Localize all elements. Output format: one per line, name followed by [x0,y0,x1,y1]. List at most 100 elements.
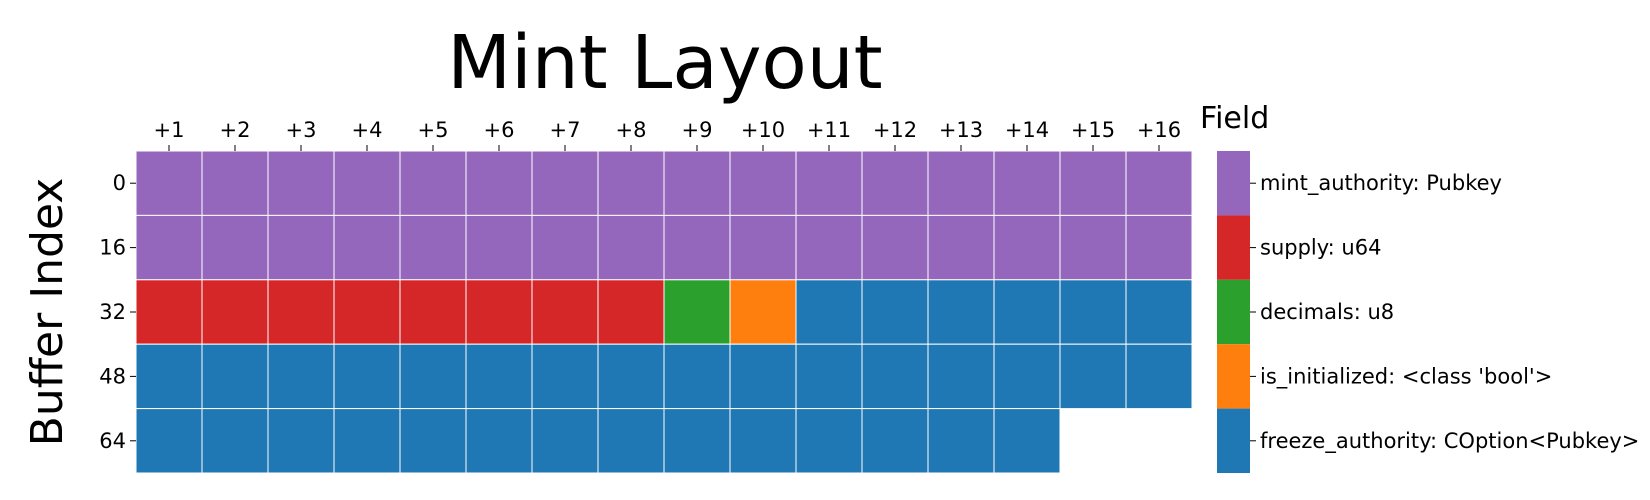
heatmap-cell [135,214,203,281]
heatmap-cell [399,408,467,474]
heatmap-cell [267,150,335,216]
heatmap-cell [729,279,797,345]
heatmap-cell [135,408,203,474]
heatmap-cell [1125,343,1193,410]
heatmap-cell [1125,214,1193,281]
heatmap-cell [465,150,533,216]
heatmap-cell [399,279,467,345]
heatmap-cell [597,150,665,216]
x-tick-label: +7 [550,118,581,142]
heatmap-grid [135,150,1193,474]
x-tick-label: +2 [220,118,251,142]
heatmap-cell [135,343,203,410]
heatmap-cell [399,343,467,410]
heatmap-cell [861,408,929,474]
x-tick-label: +4 [352,118,383,142]
y-axis-ticks: 0 16 32 48 64 [99,171,136,453]
heatmap-cell [531,214,599,281]
heatmap-cell [531,343,599,410]
heatmap-cell [1125,279,1193,345]
heatmap-cell [201,343,269,410]
heatmap-cell [399,214,467,281]
heatmap-cell [861,150,929,216]
heatmap-cell [201,408,269,474]
heatmap-cell [729,150,797,216]
legend-swatch [1217,344,1250,409]
y-tick-label: 0 [113,171,126,195]
heatmap-cell [993,150,1061,216]
legend-swatch [1217,408,1250,473]
heatmap-cell [267,343,335,410]
heatmap-cell [135,150,203,216]
heatmap-cell [267,279,335,345]
x-tick-label: +12 [873,118,917,142]
heatmap-cell [597,279,665,345]
heatmap-cell [993,343,1061,410]
x-tick-label: +1 [154,118,185,142]
heatmap-cell [927,150,995,216]
heatmap-cell [333,343,401,410]
heatmap-cell [927,408,995,474]
heatmap-cell [663,214,731,281]
heatmap-cell [333,279,401,345]
heatmap-cell [993,214,1061,281]
legend-title: Field [1200,101,1269,136]
heatmap-cell [1059,279,1127,345]
heatmap-cell [729,214,797,281]
legend-swatch [1217,215,1250,280]
heatmap-cell [795,408,863,474]
y-tick-label: 48 [99,364,126,388]
heatmap-cell [267,408,335,474]
heatmap-cell [927,343,995,410]
heatmap-cell [993,279,1061,345]
legend-label: freeze_authority: COption<Pubkey> [1260,429,1639,454]
heatmap-cell [1059,214,1127,281]
y-axis-label: Buffer Index [22,178,73,447]
heatmap-cell [597,408,665,474]
legend-swatch [1217,279,1250,345]
heatmap-cell [531,279,599,345]
heatmap-cell [795,150,863,216]
heatmap-cell [729,343,797,410]
heatmap-cell [201,279,269,345]
heatmap-cell [531,408,599,474]
heatmap-cell [663,150,731,216]
y-tick-label: 64 [99,429,126,453]
heatmap-cell [663,279,731,345]
x-tick-label: +5 [418,118,449,142]
heatmap-cell [663,343,731,410]
x-tick-label: +8 [616,118,647,142]
y-tick-label: 32 [99,300,126,324]
legend-label: is_initialized: <class 'bool'> [1260,364,1552,389]
x-tick-label: +11 [807,118,851,142]
heatmap-cell [861,279,929,345]
x-tick-label: +16 [1137,118,1181,142]
chart-title: Mint Layout [447,20,882,106]
heatmap-cell [465,408,533,474]
heatmap-cell [1059,150,1127,216]
x-tick-label: +14 [1005,118,1049,142]
heatmap-cell [597,214,665,281]
heatmap-cell [663,408,731,474]
heatmap-cell [861,343,929,410]
heatmap-cell [927,214,995,281]
legend-label: decimals: u8 [1260,300,1394,324]
heatmap-cell [729,408,797,474]
heatmap-cell [267,214,335,281]
legend: Field mint_authority: Pubkey supply: u64 d… [1200,101,1639,473]
y-tick-label: 16 [99,236,126,260]
heatmap-cell [465,214,533,281]
heatmap-cell [795,343,863,410]
heatmap-cell [1125,150,1193,216]
x-tick-label: +13 [939,118,983,142]
x-tick-label: +3 [286,118,317,142]
heatmap-cell [333,214,401,281]
heatmap-cell [201,150,269,216]
legend-swatch [1217,151,1250,216]
heatmap-cell [993,408,1061,474]
x-axis-ticks: +1 +2 +3 +4 +5 +6 +7 +8 +9 +10 +11 +12 +13 +14 +15 +16 [154,118,1181,151]
heatmap-cell [795,214,863,281]
heatmap-cell [1059,343,1127,410]
heatmap-cell [333,150,401,216]
